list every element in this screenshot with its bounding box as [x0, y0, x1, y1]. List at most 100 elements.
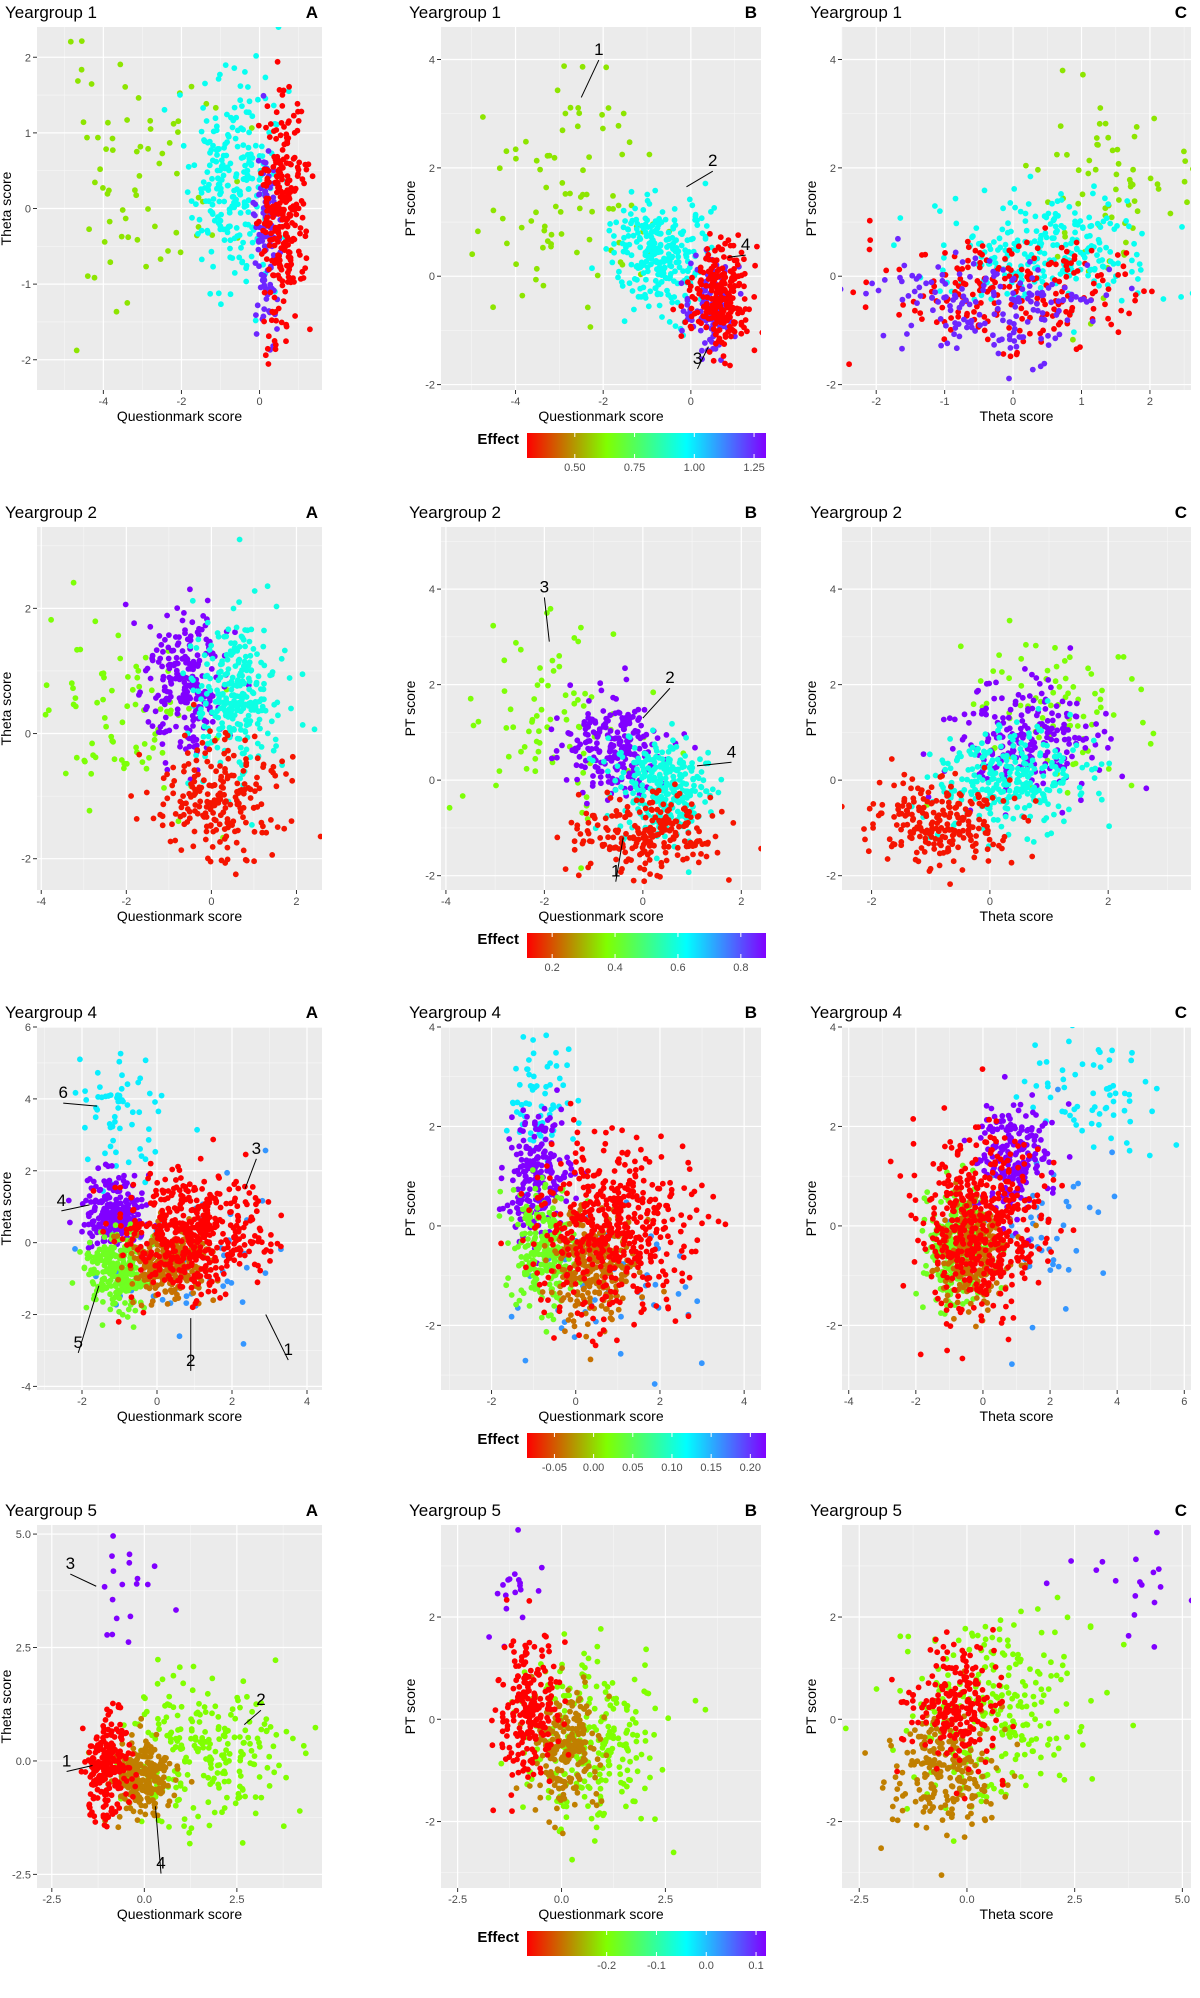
data-point [214, 687, 221, 694]
data-point [710, 326, 717, 332]
data-point [232, 135, 239, 142]
data-point [1182, 158, 1189, 165]
y-axis-title: PT score [803, 680, 819, 736]
data-point [1116, 197, 1122, 203]
data-point [548, 231, 555, 238]
data-point [1006, 332, 1013, 339]
data-point [537, 166, 543, 173]
data-point [242, 643, 249, 650]
data-point [939, 757, 946, 764]
data-point [257, 725, 263, 732]
data-point [603, 246, 610, 252]
data-point [947, 326, 954, 333]
data-point [230, 752, 237, 759]
data-point [264, 177, 271, 184]
data-point [1000, 837, 1006, 844]
data-point [1066, 312, 1073, 318]
data-point [710, 308, 717, 314]
data-point [189, 712, 196, 719]
data-point [164, 612, 171, 619]
data-point [165, 644, 172, 651]
data-point [654, 735, 661, 741]
data-point [709, 786, 716, 793]
data-point [180, 670, 187, 677]
data-point [65, 1197, 72, 1204]
data-point [285, 274, 292, 280]
data-point [1155, 186, 1162, 192]
data-point [1094, 273, 1101, 279]
data-point [229, 822, 236, 828]
data-point [67, 38, 74, 45]
data-point [1032, 744, 1038, 751]
data-point [979, 786, 986, 793]
data-point [676, 790, 683, 797]
data-point [1000, 317, 1006, 324]
data-point [1115, 272, 1121, 278]
data-point [698, 320, 704, 327]
data-point [179, 617, 186, 624]
data-point [605, 735, 612, 741]
data-point [273, 127, 280, 133]
data-point [1008, 859, 1015, 866]
data-point [249, 113, 256, 120]
data-point [213, 768, 220, 775]
data-point [1007, 345, 1014, 351]
data-point [241, 787, 247, 794]
data-point [716, 327, 723, 333]
data-point [177, 739, 184, 745]
data-point [101, 1178, 108, 1184]
data-point [639, 797, 645, 804]
data-point [990, 268, 997, 275]
data-point [596, 726, 603, 733]
data-point [630, 730, 637, 736]
data-point [1052, 782, 1058, 788]
data-point [730, 242, 737, 249]
data-point [573, 762, 580, 769]
data-point [1000, 715, 1006, 721]
data-point [1049, 759, 1055, 766]
data-point [290, 235, 297, 242]
data-point [279, 173, 285, 180]
data-point [984, 801, 990, 807]
data-point [964, 238, 971, 245]
data-point [1019, 286, 1026, 293]
data-point [960, 293, 967, 300]
data-point [142, 667, 149, 674]
data-point [1037, 752, 1043, 759]
data-point [275, 14, 281, 20]
data-point [190, 701, 197, 708]
data-point [668, 802, 674, 808]
data-point [996, 235, 1003, 242]
data-point [518, 748, 524, 755]
data-point [1084, 262, 1091, 268]
data-point [1073, 700, 1080, 707]
data-point [1006, 375, 1012, 382]
data-point [938, 342, 944, 349]
data-point [136, 1109, 143, 1116]
data-point [586, 236, 593, 243]
data-point [262, 233, 269, 240]
data-point [202, 700, 209, 706]
data-point [611, 233, 617, 239]
data-point [645, 303, 652, 310]
data-point [932, 289, 938, 296]
data-point [231, 65, 238, 71]
data-point [1181, 148, 1187, 155]
data-point [625, 856, 632, 863]
data-point [1018, 740, 1025, 746]
data-point [952, 770, 959, 777]
data-point [194, 652, 201, 659]
data-point [682, 319, 689, 326]
data-point [219, 724, 226, 731]
data-point [1002, 241, 1009, 248]
data-point [174, 706, 181, 713]
data-point [1060, 729, 1067, 736]
data-point [668, 263, 675, 270]
data-point [629, 845, 636, 852]
data-point [1027, 747, 1034, 754]
data-point [618, 722, 625, 728]
data-point [733, 257, 740, 264]
data-point [725, 304, 731, 311]
